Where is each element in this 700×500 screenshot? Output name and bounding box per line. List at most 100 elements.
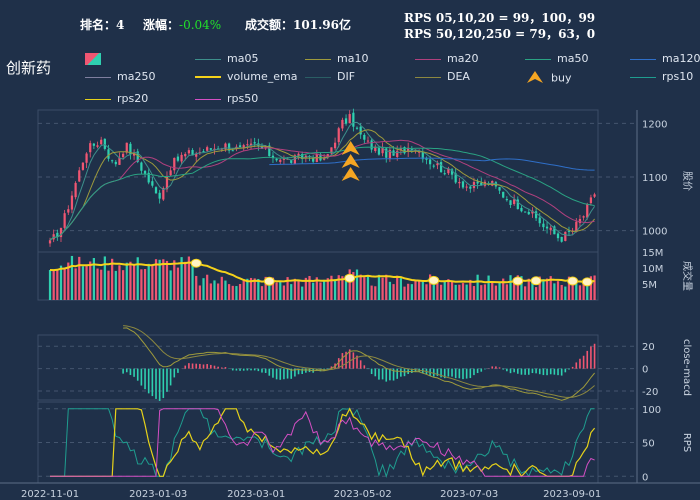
volume-bar xyxy=(509,275,512,300)
volume-bar xyxy=(359,274,362,300)
macd-histogram-bar xyxy=(517,368,519,374)
macd-histogram-bar xyxy=(586,350,589,369)
candle-body xyxy=(227,143,231,151)
volume-bar xyxy=(447,279,450,300)
volume-bar xyxy=(173,260,176,300)
candle-body xyxy=(418,151,421,153)
volume-tick-label: 15M xyxy=(642,248,663,259)
rps-line-1: RPS 05,10,20 = 99，100，99 xyxy=(404,11,596,25)
candle-body xyxy=(513,199,516,205)
candle-body xyxy=(56,232,59,237)
candle-body xyxy=(297,153,300,156)
candle-body xyxy=(337,128,340,143)
macd-histogram-bar xyxy=(348,349,351,369)
macd-histogram-bar xyxy=(568,368,570,370)
turnover-value: 101.96亿 xyxy=(293,18,351,32)
legend-item-ma10: ma10 xyxy=(305,52,368,65)
buy-marker-icon xyxy=(341,167,360,181)
ma05-line xyxy=(49,121,596,241)
volume-bar xyxy=(70,255,74,300)
volume-bar xyxy=(480,285,483,300)
candle-body xyxy=(534,211,538,219)
buy-arrow-icon xyxy=(525,70,545,87)
volume-bar xyxy=(524,286,527,300)
rps50-line xyxy=(50,408,595,477)
legend-swatch xyxy=(525,58,551,60)
volume-bar xyxy=(469,279,472,300)
volume-bar xyxy=(151,265,154,300)
candle-body xyxy=(516,199,519,210)
price-tick-label: 1000 xyxy=(642,227,667,238)
volume-bar xyxy=(121,270,125,300)
volume-bar xyxy=(176,267,180,300)
macd-histogram-bar xyxy=(294,368,296,377)
legend-label: ma50 xyxy=(557,52,589,65)
rank-label: 排名： xyxy=(80,18,117,32)
candle-body xyxy=(443,173,446,175)
candle-body xyxy=(206,147,209,151)
legend-item-ma120: ma120 xyxy=(630,52,700,65)
macd-histogram-bar xyxy=(330,366,333,369)
volume-bar xyxy=(553,283,556,300)
candle-body xyxy=(410,148,413,150)
legend-item-ma250: ma250 xyxy=(85,70,155,83)
volume-bar xyxy=(370,285,373,300)
volume-bar xyxy=(275,282,278,300)
volume-bar xyxy=(330,275,333,300)
candle-body xyxy=(96,145,99,147)
volume-bar xyxy=(279,280,282,300)
candle-body xyxy=(81,162,85,170)
legend-swatch xyxy=(85,98,111,100)
macd-histogram-bar xyxy=(579,358,581,369)
candle-body xyxy=(143,170,147,174)
candle-body xyxy=(586,204,589,218)
volume-bar xyxy=(249,277,253,300)
volume-bar xyxy=(206,274,209,300)
macd-histogram-bar xyxy=(290,368,293,379)
volume-bar xyxy=(556,281,560,300)
volume-bar xyxy=(366,275,370,300)
candle-body xyxy=(385,148,388,158)
volume-bar xyxy=(217,283,220,300)
macd-histogram-bar xyxy=(125,368,128,373)
candle-body xyxy=(249,143,253,146)
macd-histogram-bar xyxy=(385,368,388,382)
volume-bar xyxy=(286,277,289,300)
volume-bar xyxy=(586,281,589,300)
candle-body xyxy=(502,191,505,198)
macd-histogram-bar xyxy=(538,368,541,375)
macd-tick-label: -20 xyxy=(642,387,658,398)
volume-bar xyxy=(344,275,348,300)
candle-body xyxy=(154,187,158,194)
candle-body xyxy=(374,146,377,152)
volume-bar xyxy=(268,281,271,300)
volume-bar xyxy=(85,265,88,300)
macd-histogram-bar xyxy=(162,368,165,399)
candle-body xyxy=(132,152,136,156)
candle-body xyxy=(341,119,344,129)
legend-swatch xyxy=(415,58,441,60)
macd-histogram-bar xyxy=(220,367,223,369)
candle-body xyxy=(191,149,194,156)
macd-histogram-bar xyxy=(319,368,322,372)
volume-bar xyxy=(125,262,128,300)
macd-histogram-bar xyxy=(297,368,300,375)
volume-bar xyxy=(246,278,249,300)
macd-histogram-bar xyxy=(147,368,150,394)
candle-body xyxy=(549,227,552,230)
volume-bar xyxy=(59,265,63,300)
volume-bar xyxy=(472,286,476,300)
macd-histogram-bar xyxy=(389,368,391,381)
candle-body xyxy=(282,158,286,160)
macd-histogram-bar xyxy=(235,368,238,371)
candle-body xyxy=(107,149,110,159)
rank-field: 排名：4 xyxy=(80,16,124,33)
macd-histogram-bar xyxy=(136,368,139,381)
candle-body xyxy=(74,182,77,198)
macd-histogram-bar xyxy=(250,368,252,371)
candle-body xyxy=(524,211,527,213)
volume-bar xyxy=(575,283,578,300)
macd-histogram-bar xyxy=(166,368,168,392)
macd-histogram-bar xyxy=(184,365,187,369)
volume-bar xyxy=(96,268,99,300)
